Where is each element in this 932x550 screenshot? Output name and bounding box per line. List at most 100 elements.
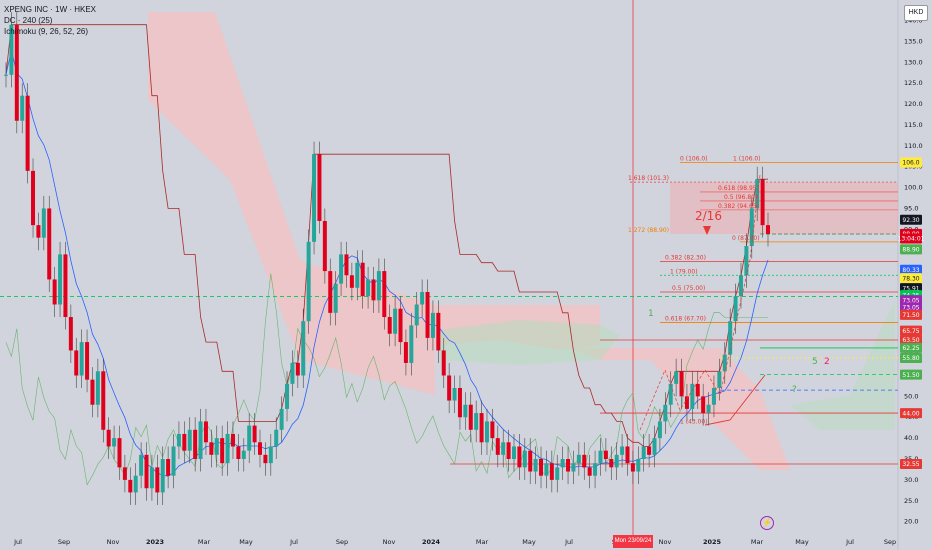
- ichimoku-cloud-1: [148, 12, 435, 395]
- fib-label: 1.618 (101.3): [628, 175, 669, 182]
- candle-body: [252, 425, 257, 443]
- price-tag-bg: [900, 302, 922, 313]
- x-tick-label: 2023: [146, 538, 164, 546]
- fib-label: 0.382 (82.30): [665, 254, 706, 261]
- candle-body: [755, 179, 760, 209]
- candle-body: [139, 454, 144, 476]
- x-tick-label: Sep: [58, 538, 70, 546]
- candle-body: [576, 454, 581, 464]
- price-tag-bg: [900, 214, 922, 225]
- crosshair-date-label: Mon 23/09/24: [613, 535, 653, 548]
- candle-body: [160, 459, 165, 493]
- candle-body: [398, 308, 403, 343]
- fib-label: 1 (79.00): [670, 268, 698, 275]
- candle-body: [663, 404, 668, 422]
- candle-body: [620, 446, 625, 455]
- price-tag-bg: [900, 264, 922, 275]
- candle-body: [344, 254, 349, 276]
- y-tick-label: 30.0: [904, 476, 918, 484]
- price-tag-bg: [900, 352, 922, 363]
- candle-body: [706, 404, 711, 414]
- price-tag-bg: [900, 157, 922, 168]
- candle-body: [674, 371, 679, 384]
- candle-body: [285, 383, 290, 409]
- candle-body: [95, 371, 100, 405]
- candle-body: [490, 421, 495, 439]
- wave-label-5: 5: [812, 357, 818, 367]
- candle-body: [760, 179, 765, 226]
- candle-body: [25, 95, 30, 171]
- y-tick-label: 120.0: [904, 100, 923, 108]
- candle-body: [301, 321, 306, 376]
- x-tick-label: Mar: [476, 538, 489, 546]
- candle-body: [749, 208, 754, 247]
- candle-body: [420, 291, 425, 305]
- candle-body: [312, 154, 317, 242]
- wave-label-1: 1: [648, 309, 654, 319]
- price-tag-bg: [900, 325, 922, 336]
- price-tag-label: 73.05: [902, 305, 919, 312]
- wave-projection-line: [639, 174, 761, 431]
- lightning-icon[interactable]: ⚡: [760, 516, 774, 530]
- candle-body: [220, 438, 225, 464]
- candle-body: [31, 170, 36, 226]
- candle-body: [387, 317, 392, 334]
- price-tag-label: 80.33: [902, 267, 919, 274]
- candle-body: [241, 450, 246, 460]
- candle-body: [474, 413, 479, 430]
- candle-body: [701, 396, 706, 414]
- candle-body: [106, 429, 111, 447]
- price-tag-bg: [900, 233, 922, 244]
- tenkan-line: [5, 49, 769, 477]
- candle-body: [684, 396, 689, 409]
- candle-body: [566, 459, 571, 472]
- candle-body: [155, 467, 160, 493]
- fib-label: 1.272 (88.90): [628, 227, 669, 234]
- x-tick-label: Mar: [751, 538, 764, 546]
- candle-body: [425, 291, 430, 338]
- candle-body: [225, 433, 230, 464]
- candle-body: [58, 254, 63, 305]
- candle-body: [609, 459, 614, 468]
- candle-body: [279, 408, 284, 430]
- candle-body: [598, 450, 603, 464]
- y-tick-label: 110.0: [904, 142, 923, 150]
- candle-body: [360, 262, 365, 297]
- candle-body: [41, 208, 46, 238]
- y-tick-label: 35.0: [904, 455, 918, 463]
- y-tick-label: 50.0: [904, 392, 918, 400]
- candle-body: [555, 467, 560, 480]
- candle-body: [36, 225, 41, 238]
- candle-body: [733, 296, 738, 322]
- candle-body: [382, 271, 387, 318]
- fib-label: 0 (87.00): [732, 235, 760, 242]
- candle-body: [176, 433, 181, 447]
- x-tick-label: Nov: [107, 538, 120, 546]
- x-tick-label: May: [795, 538, 809, 546]
- y-tick-label: 95.0: [904, 204, 918, 212]
- price-tag-label: 55.80: [902, 355, 919, 362]
- candle-body: [198, 421, 203, 460]
- candle-body: [166, 459, 171, 476]
- candle-body: [20, 95, 25, 121]
- candle-body: [463, 404, 468, 418]
- y-tick-label: 20.0: [904, 518, 918, 526]
- y-tick-label: 130.0: [904, 58, 923, 66]
- candle-body: [436, 312, 441, 351]
- candle-body: [371, 279, 376, 301]
- price-tag-bg: [900, 459, 922, 470]
- candle-body: [4, 74, 8, 76]
- candle-body: [209, 442, 214, 455]
- candle-body: [495, 438, 500, 455]
- price-tag-label: 65.75: [902, 328, 919, 335]
- candle-body: [695, 383, 700, 397]
- candle-body: [679, 371, 684, 397]
- candle-body: [539, 459, 544, 476]
- candle-body: [90, 379, 95, 405]
- price-tag-bg: [900, 244, 922, 255]
- price-tag-label: 13:04:01: [898, 236, 925, 243]
- currency-badge[interactable]: HKD: [904, 5, 928, 21]
- candle-body: [652, 438, 657, 455]
- candle-body: [738, 275, 743, 297]
